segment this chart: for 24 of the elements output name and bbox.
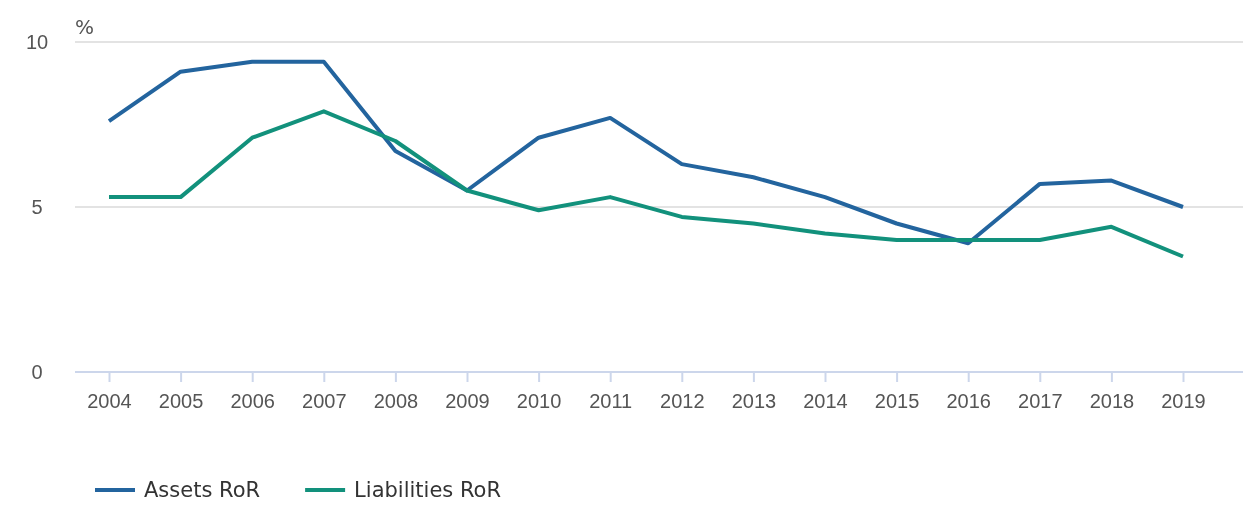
- x-tick-label: 2008: [373, 390, 419, 413]
- x-tick-label: 2015: [874, 390, 920, 413]
- x-tick-label: 2012: [660, 390, 705, 413]
- line-series: [107, 109, 1185, 259]
- legend-label: Assets RoR: [144, 478, 261, 502]
- x-tick-label: 2004: [87, 390, 132, 413]
- y-tick-label: 10: [25, 30, 49, 53]
- legend-label: Liabilities RoR: [354, 478, 502, 502]
- x-tick-label: 2014: [803, 390, 848, 413]
- y-tick-label: 0: [31, 360, 43, 383]
- y-tick-label: 5: [31, 195, 43, 218]
- line-series: [107, 59, 1185, 246]
- x-tick-label: 2019: [1161, 390, 1206, 413]
- x-tick-label: 2018: [1089, 390, 1135, 413]
- x-tick-label: 2007: [302, 390, 347, 413]
- x-tick-label: 2009: [445, 390, 490, 413]
- x-tick-label: 2017: [1018, 390, 1063, 413]
- x-tick-label: 2016: [946, 390, 991, 413]
- x-tick-label: 2013: [731, 390, 777, 413]
- x-tick-label: 2006: [230, 390, 275, 413]
- y-axis-title: %: [75, 15, 95, 39]
- x-tick-label: 2011: [589, 390, 633, 413]
- x-tick-label: 2010: [516, 390, 562, 413]
- x-tick-label: 2005: [158, 390, 204, 413]
